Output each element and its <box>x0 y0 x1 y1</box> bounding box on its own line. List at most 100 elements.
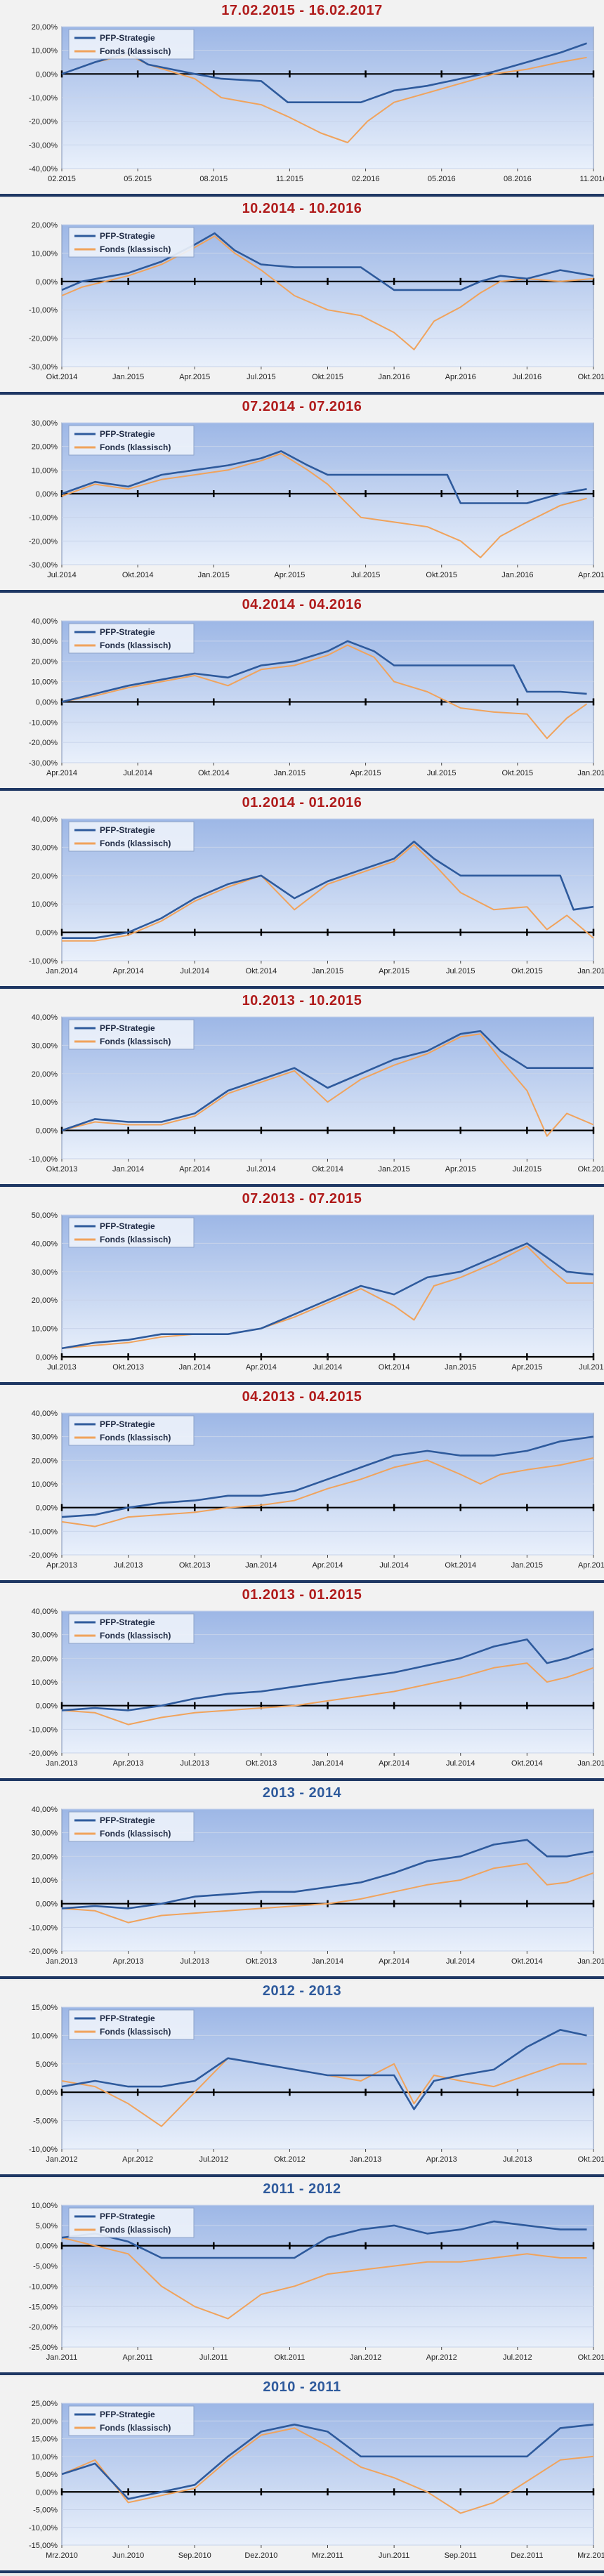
y-tick-label: 10,00% <box>32 2202 58 2210</box>
x-tick-label: Okt.2014 <box>511 1759 543 1768</box>
chart-title: 01.2014 - 01.2016 <box>242 795 362 810</box>
chart-title: 2012 - 2013 <box>262 1983 342 1999</box>
legend: PFP-Strategie Fonds (klassisch) <box>68 2207 195 2238</box>
x-tick-label: Jul.2013 <box>47 1363 77 1372</box>
x-tick-label: 02.2015 <box>48 175 76 183</box>
strategy-series-line <box>61 640 587 703</box>
x-tick-label: Dez.2011 <box>511 2551 543 2560</box>
x-tick-label: Mrz.2011 <box>312 2551 343 2560</box>
legend-box <box>68 1613 195 1644</box>
x-tick-label: Apr.2015 <box>274 571 305 579</box>
x-tick-label: Jan.2015 <box>511 1561 543 1570</box>
x-tick-label: Jan.2015 <box>112 373 144 381</box>
y-tick-label: -10,00% <box>29 2282 58 2291</box>
y-tick-label: -40,00% <box>29 165 58 173</box>
legend-box <box>68 2207 195 2238</box>
chart-panel: 04.2014 - 04.2016 40,00% 30,00% 20,00% 10,00… <box>0 594 604 791</box>
x-tick-label: Apr.2012 <box>426 2353 457 2362</box>
y-tick-label: 40,00% <box>32 1608 58 1616</box>
fund-series-line <box>61 1662 594 1726</box>
x-tick-label: Dez.2010 <box>244 2551 277 2560</box>
y-tick-label: 25,00% <box>32 2400 58 2408</box>
legend-fund-label: Fonds (klassisch) <box>100 244 171 254</box>
x-tick-label: Okt.2014 <box>445 1561 476 1570</box>
y-tick-label: 0,00% <box>36 490 58 499</box>
legend: PFP-Strategie Fonds (klassisch) <box>68 1613 195 1644</box>
x-tick-label: Apr.2013 <box>46 1561 77 1570</box>
x-tick-label: Jun.2011 <box>379 2551 409 2560</box>
y-tick-label: 30,00% <box>32 1041 58 1050</box>
strategy-series-line <box>61 1638 594 1711</box>
chart-panel: 07.2014 - 07.2016 30,00% 20,00% 10,00% 0,00%… <box>0 396 604 593</box>
chart-svg: 25,00% 20,00% 15,00% 10,00% 5,00% 0,00% -5,00%… <box>29 2400 604 2560</box>
x-tick-label: Jan.2012 <box>46 2155 77 2164</box>
legend-strategy-label: PFP-Strategie <box>100 2410 155 2419</box>
x-tick-label: Jul.2014 <box>247 1165 276 1174</box>
y-tick-label: 0,00% <box>36 1504 58 1513</box>
x-tick-label: Jul.2015 <box>427 769 457 777</box>
x-tick-label: Jan.2015 <box>378 1165 409 1174</box>
legend-strategy-label: PFP-Strategie <box>100 2013 155 2023</box>
y-tick-label: 10,00% <box>32 1098 58 1107</box>
chart-title: 07.2014 - 07.2016 <box>242 399 362 414</box>
y-tick-label: 0,00% <box>36 278 58 287</box>
x-tick-label: Jul.2013 <box>180 1957 209 1966</box>
x-tick-label: Apr.2014 <box>379 1759 409 1768</box>
x-tick-label: Jul.2011 <box>199 2353 228 2362</box>
legend: PFP-Strategie Fonds (klassisch) <box>68 623 195 654</box>
chart-title: 01.2013 - 01.2015 <box>242 1587 362 1603</box>
legend-fund-label: Fonds (klassisch) <box>100 442 171 452</box>
chart-svg: 30,00% 20,00% 10,00% 0,00% -10,00% -20,00% -30… <box>29 419 604 579</box>
x-tick-label: Jul.2012 <box>503 2353 532 2362</box>
x-tick-label: Jul.2015 <box>351 571 381 579</box>
y-tick-label: -10,00% <box>29 514 58 523</box>
x-tick-label: Jul.2015 <box>579 1363 604 1372</box>
fund-series-line <box>61 644 588 740</box>
y-tick-label: -15,00% <box>29 2542 58 2550</box>
fund-series-line <box>62 843 594 942</box>
y-tick-label: 40,00% <box>32 617 58 626</box>
y-tick-label: -5,00% <box>33 2117 58 2126</box>
legend: PFP-Strategie Fonds (klassisch) <box>68 1019 195 1050</box>
x-tick-label: Okt.2013 <box>246 1759 277 1768</box>
x-tick-label: Jul.2014 <box>379 1561 409 1570</box>
x-tick-label: Jan.2011 <box>46 2353 77 2362</box>
chart-panel: 2010 - 2011 25,00% 20,00% 15,00% 10,00% 5,00%… <box>0 2377 604 2573</box>
chart-title: 2010 - 2011 <box>263 2379 341 2395</box>
y-tick-label: 5,00% <box>36 2471 58 2479</box>
chart-svg: 10,00% 5,00% 0,00% -5,00% -10,00% -15,00% -20,… <box>29 2202 604 2362</box>
y-tick-label: -10,00% <box>29 2524 58 2532</box>
legend: PFP-Strategie Fonds (klassisch) <box>68 1811 195 1842</box>
x-tick-label: Jul.2015 <box>247 373 276 381</box>
chart-panel: 10.2014 - 10.2016 20,00% 10,00% 0,00% -10,00… <box>0 198 604 395</box>
strategy-series-line <box>61 2424 594 2500</box>
fund-series-line <box>61 2427 594 2514</box>
y-tick-label: 10,00% <box>32 1877 58 1885</box>
legend-strategy-label: PFP-Strategie <box>100 2212 155 2221</box>
y-tick-label: 20,00% <box>32 1070 58 1079</box>
y-tick-label: -10,00% <box>29 1726 58 1734</box>
y-tick-label: -25,00% <box>29 2344 58 2352</box>
x-tick-label: 11.2015 <box>276 175 303 183</box>
x-tick-label: Apr.2014 <box>46 769 77 777</box>
x-tick-label: Okt.2013 <box>578 2155 604 2164</box>
fund-series-line <box>61 1033 594 1137</box>
y-tick-label: 40,00% <box>32 1013 58 1022</box>
y-tick-label: -20,00% <box>29 118 58 126</box>
strategy-series-line <box>61 450 587 504</box>
x-tick-label: Okt.2013 <box>112 1363 144 1372</box>
y-tick-label: 20,00% <box>32 1853 58 1861</box>
x-tick-label: Apr.2016 <box>578 571 604 579</box>
x-tick-label: Mrz.2012 <box>577 2551 604 2560</box>
y-tick-label: -10,00% <box>29 94 58 103</box>
y-tick-label: 0,00% <box>36 1702 58 1711</box>
x-tick-label: Apr.2015 <box>379 967 409 975</box>
legend-fund-label: Fonds (klassisch) <box>100 2225 171 2235</box>
y-tick-label: -30,00% <box>29 363 58 372</box>
x-tick-label: Jan.2016 <box>501 571 533 579</box>
x-tick-label: Apr.2015 <box>179 373 210 381</box>
legend-box <box>68 1415 195 1446</box>
x-tick-label: Jan.2014 <box>46 967 77 975</box>
x-tick-label: Apr.2015 <box>350 769 381 777</box>
